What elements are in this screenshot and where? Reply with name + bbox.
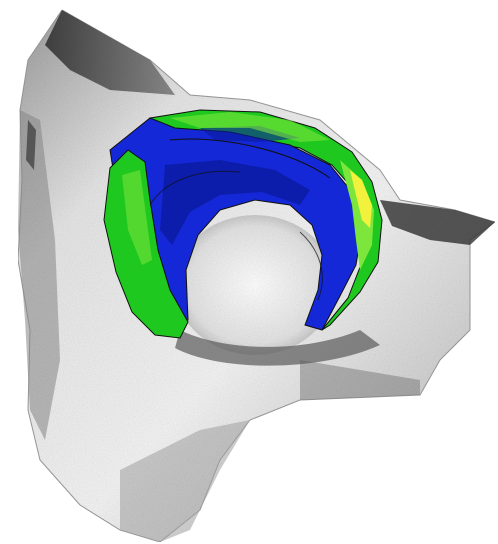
color-overlay — [103, 109, 383, 339]
cup-region — [175, 215, 380, 366]
